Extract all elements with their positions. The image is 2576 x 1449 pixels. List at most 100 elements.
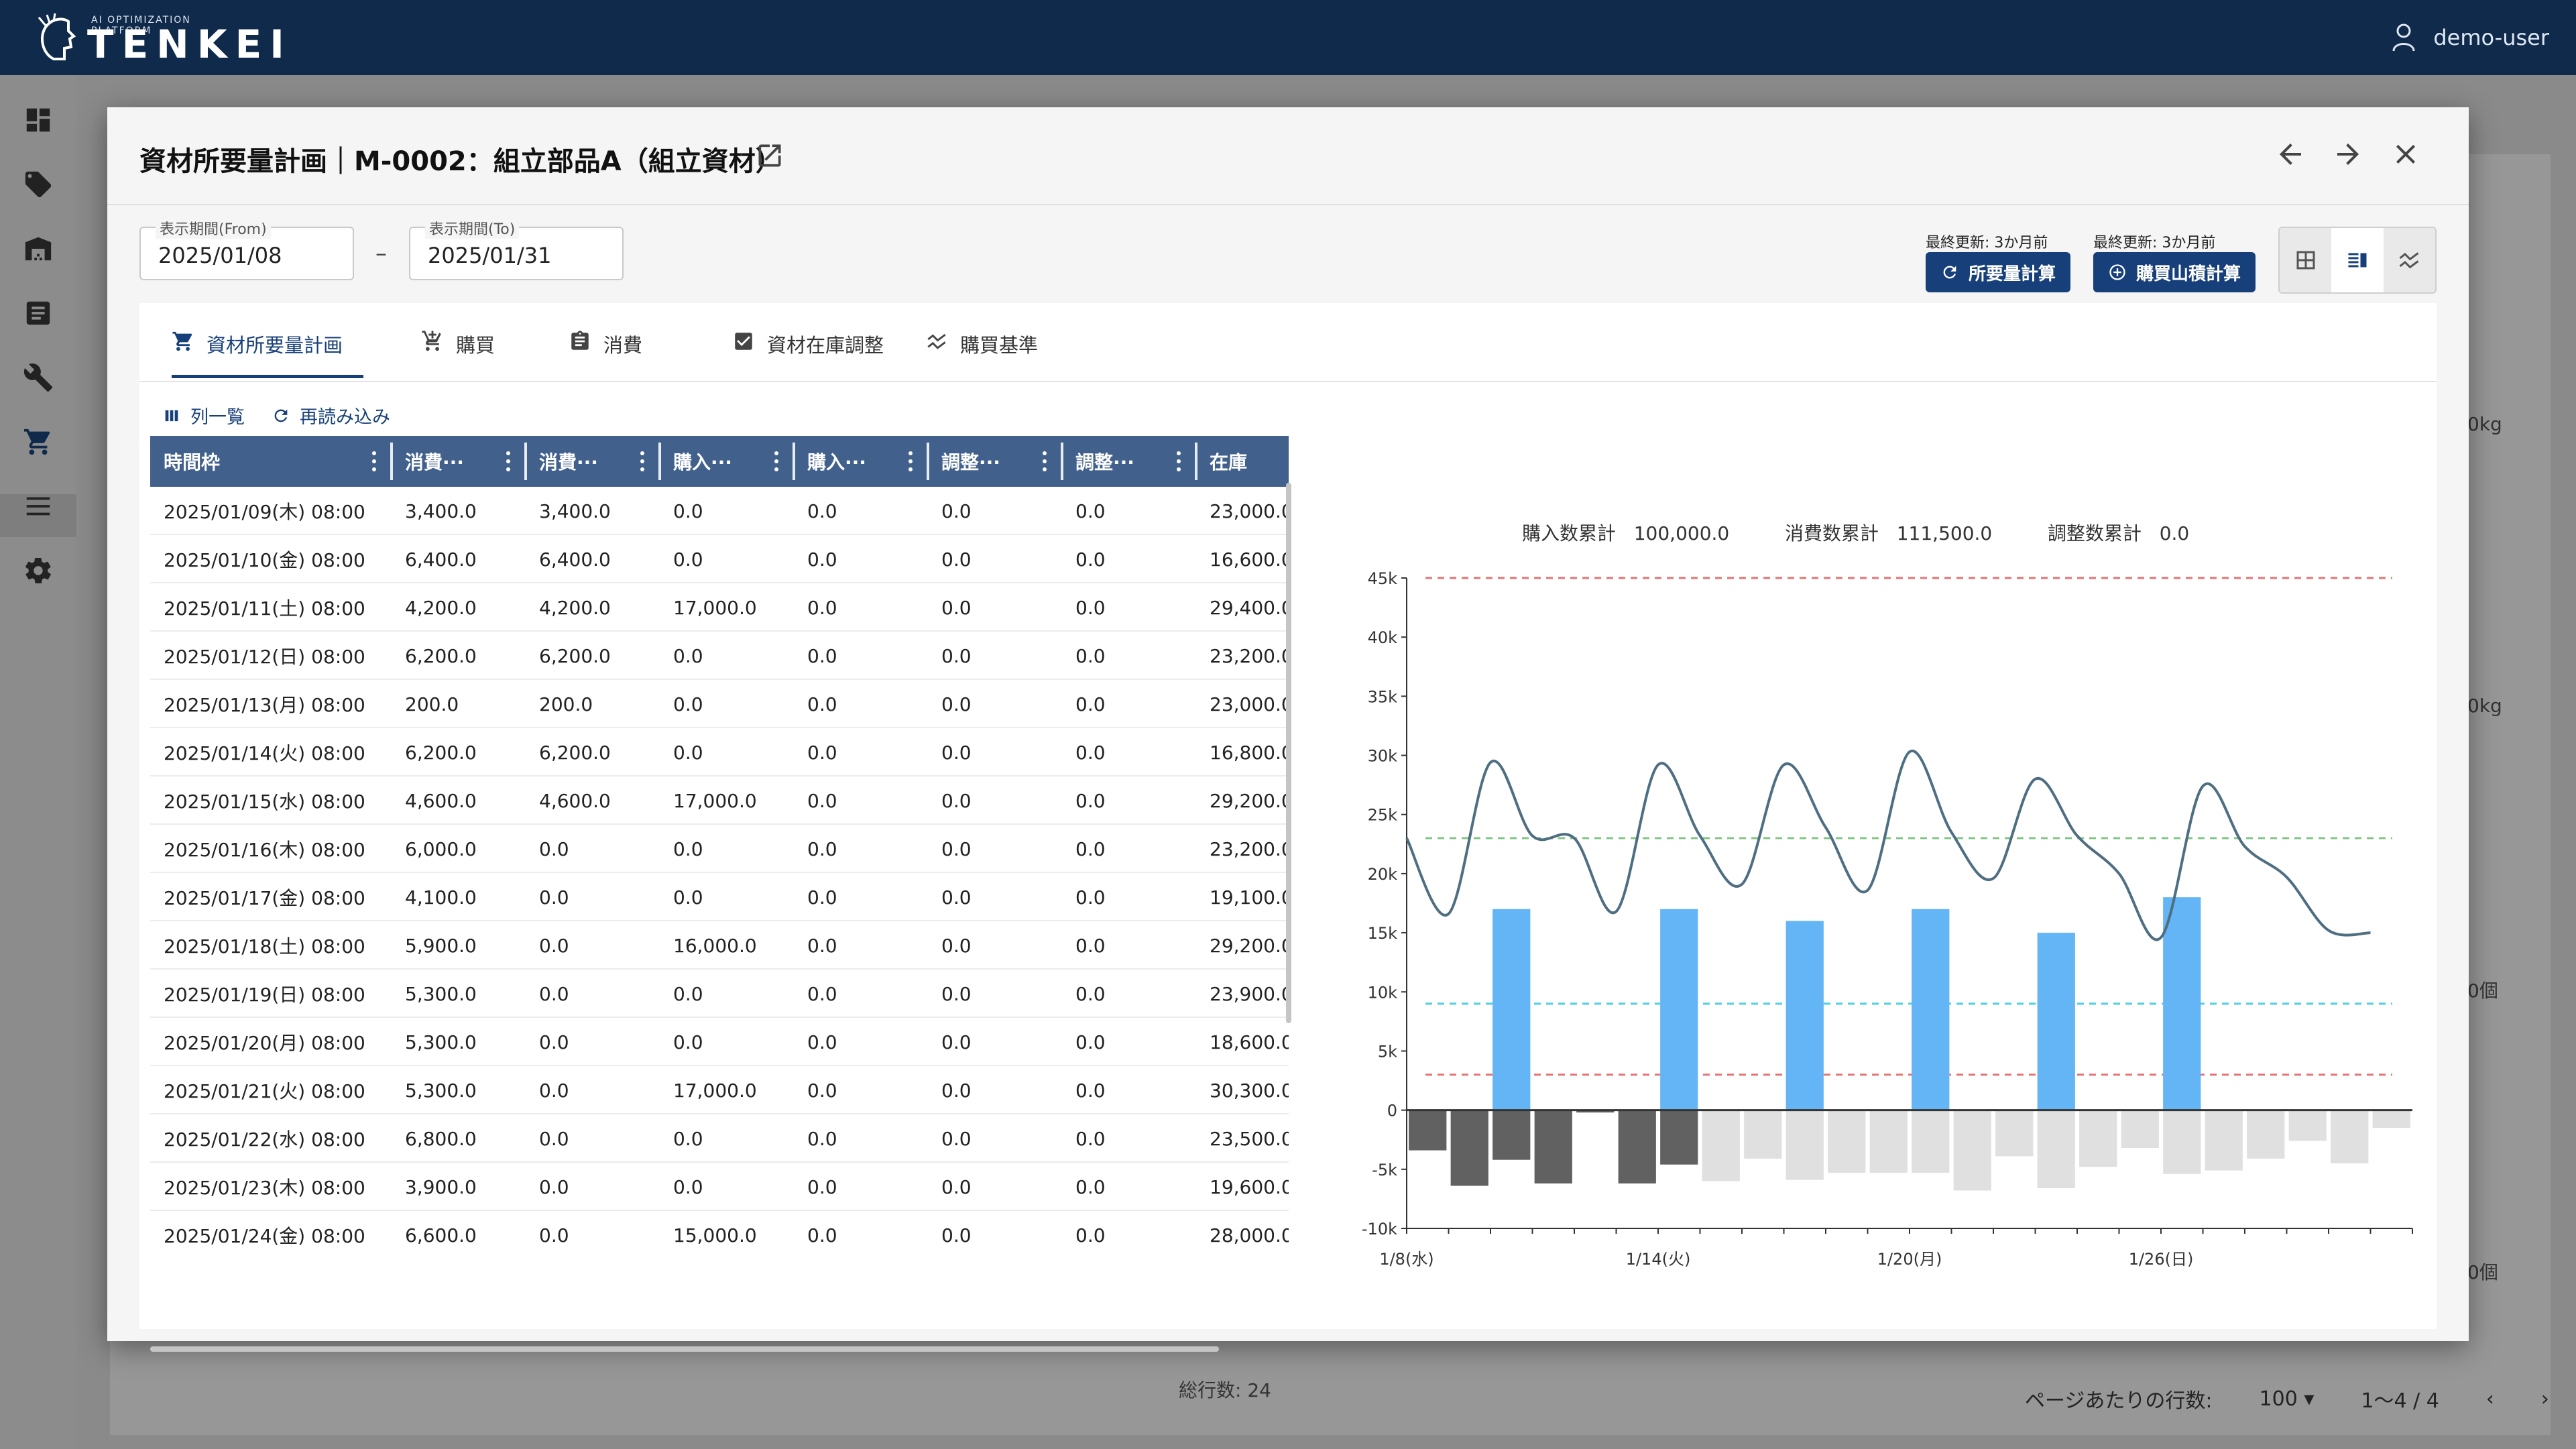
table-row[interactable]: 2025/01/23(木) 08:00 3,900.0 0.0 0.0 0.0 0.0 0.… bbox=[150, 1163, 1289, 1211]
tab-requirement-plan[interactable]: 資材所要量計画 bbox=[172, 330, 363, 378]
period-to-field[interactable]: 表示期間(To) 2025/01/31 bbox=[409, 217, 624, 280]
table-cell: 2025/01/23(木) 08:00 bbox=[164, 1177, 365, 1199]
tools-icon[interactable] bbox=[23, 362, 54, 393]
table-row[interactable]: 2025/01/14(火) 08:00 6,200.0 6,200.0 0.0 0.0 0… bbox=[150, 728, 1289, 776]
table-cell: 5,900.0 bbox=[405, 934, 477, 957]
column-resize-handle[interactable] bbox=[524, 443, 527, 480]
column-menu-icon[interactable] bbox=[640, 449, 645, 473]
column-menu-icon[interactable] bbox=[506, 449, 511, 473]
chart-bar bbox=[1785, 921, 1824, 1110]
column-menu-icon[interactable] bbox=[371, 449, 377, 473]
table-cell: 5,300.0 bbox=[405, 1079, 477, 1102]
column-resize-handle[interactable] bbox=[658, 443, 661, 480]
column-menu-icon[interactable] bbox=[1176, 449, 1181, 473]
reload-button[interactable]: 再読み込み bbox=[272, 402, 390, 428]
period-from-value: 2025/01/08 bbox=[158, 243, 282, 268]
table-cell: 2025/01/12(日) 08:00 bbox=[164, 646, 365, 668]
table-cell: 4,600.0 bbox=[539, 789, 611, 812]
open-external-icon[interactable] bbox=[755, 141, 784, 170]
table-row[interactable]: 2025/01/11(土) 08:00 4,200.0 4,200.0 17,000.… bbox=[150, 583, 1289, 632]
user-icon bbox=[2392, 23, 2415, 52]
chart-bar bbox=[1492, 1110, 1531, 1160]
view-table-button[interactable] bbox=[2280, 228, 2331, 292]
table-horizontal-scrollbar[interactable] bbox=[150, 1346, 1219, 1352]
table-cell: 6,400.0 bbox=[539, 548, 611, 571]
table-row[interactable]: 2025/01/20(月) 08:00 5,300.0 0.0 0.0 0.0 0.0 0.… bbox=[150, 1018, 1289, 1066]
table-cell: 0.0 bbox=[673, 693, 703, 715]
table-row[interactable]: 2025/01/13(月) 08:00 200.0 200.0 0.0 0.0 0.0 0.… bbox=[150, 680, 1289, 728]
column-header[interactable]: 時間枠 bbox=[164, 451, 221, 473]
table-row[interactable]: 2025/01/17(金) 08:00 4,100.0 0.0 0.0 0.0 0.0 0.… bbox=[150, 873, 1289, 921]
table-row[interactable]: 2025/01/19(日) 08:00 5,300.0 0.0 0.0 0.0 0.0 0.… bbox=[150, 970, 1289, 1018]
period-from-field[interactable]: 表示期間(From) 2025/01/08 bbox=[139, 217, 354, 280]
column-resize-handle[interactable] bbox=[927, 443, 929, 480]
y-tick-label: 40k bbox=[1368, 628, 1398, 647]
view-split-button[interactable] bbox=[2331, 228, 2384, 292]
column-resize-handle[interactable] bbox=[1061, 443, 1063, 480]
refresh-icon bbox=[274, 409, 288, 422]
column-resize-handle[interactable] bbox=[1195, 443, 1197, 480]
document-icon[interactable] bbox=[23, 298, 54, 329]
table-row[interactable]: 2025/01/16(木) 08:00 6,000.0 0.0 0.0 0.0 0.0 0.… bbox=[150, 825, 1289, 873]
table-row[interactable]: 2025/01/10(金) 08:00 6,400.0 6,400.0 0.0 0.0 0… bbox=[150, 535, 1289, 583]
table-cell: 0.0 bbox=[941, 1079, 972, 1102]
column-menu-icon[interactable] bbox=[1042, 449, 1047, 473]
column-header[interactable]: 購入··· bbox=[807, 451, 866, 473]
table-row[interactable]: 2025/01/21(火) 08:00 5,300.0 0.0 17,000.0 0.0… bbox=[150, 1066, 1289, 1114]
table-row[interactable]: 2025/01/15(水) 08:00 4,600.0 4,600.0 17,000.… bbox=[150, 776, 1289, 825]
table-vertical-scrollbar[interactable] bbox=[1286, 483, 1291, 1023]
column-header[interactable]: 在庫 bbox=[1210, 451, 1248, 473]
next-page-icon[interactable]: › bbox=[2540, 1387, 2549, 1411]
warehouse-icon[interactable] bbox=[23, 233, 54, 264]
tab-purchase[interactable]: 購買 bbox=[421, 330, 495, 378]
column-menu-icon[interactable] bbox=[774, 449, 779, 473]
bg-value: 0個 bbox=[2467, 980, 2498, 1002]
column-header[interactable]: 調整··· bbox=[1075, 451, 1134, 473]
inventory-line bbox=[1405, 749, 2371, 941]
close-icon[interactable] bbox=[2390, 138, 2422, 170]
columns-button[interactable]: 列一覧 bbox=[162, 402, 245, 428]
table-cell: 0.0 bbox=[539, 837, 569, 860]
prev-page-icon[interactable]: ‹ bbox=[2485, 1387, 2494, 1411]
y-tick-label: -5k bbox=[1372, 1161, 1397, 1179]
tag-icon[interactable] bbox=[23, 169, 54, 200]
x-tick-label: 1/8(水) bbox=[1379, 1250, 1433, 1269]
app-logo[interactable]: AI OPTIMIZATION PLATFORM TENKEI bbox=[34, 12, 284, 67]
y-tick-label: 10k bbox=[1368, 983, 1398, 1002]
purchase-stack-calc-button[interactable]: 購買山積計算 bbox=[2093, 252, 2256, 292]
requirement-calc-button[interactable]: 所要量計算 bbox=[1926, 252, 2071, 292]
column-resize-handle[interactable] bbox=[390, 443, 393, 480]
table-cell: 2025/01/13(月) 08:00 bbox=[164, 694, 365, 716]
user-menu[interactable]: demo-user bbox=[2392, 20, 2549, 55]
tab-consumption[interactable]: 消費 bbox=[569, 330, 642, 378]
table-cell: 2025/01/10(金) 08:00 bbox=[164, 549, 365, 571]
table-row[interactable]: 2025/01/22(水) 08:00 6,800.0 0.0 0.0 0.0 0.0 0.… bbox=[150, 1114, 1289, 1163]
table-cell: 0.0 bbox=[673, 741, 703, 764]
tab-stock-adjustment[interactable]: 資材在庫調整 bbox=[732, 330, 884, 378]
view-chart-button[interactable] bbox=[2384, 228, 2435, 292]
table-header: 時間枠 消費··· 消費··· 購入··· 購入··· 調整··· 調整··· 在庫 bbox=[150, 436, 1289, 487]
column-menu-icon[interactable] bbox=[908, 449, 913, 473]
arrow-left-icon[interactable] bbox=[2274, 138, 2306, 170]
table-cell: 0.0 bbox=[941, 1175, 972, 1198]
view-toggle bbox=[2278, 227, 2437, 294]
column-header[interactable]: 消費··· bbox=[405, 451, 464, 473]
requirement-table: 時間枠 消費··· 消費··· 購入··· 購入··· 調整··· 調整··· 在庫 2025… bbox=[150, 436, 1289, 1254]
arrow-right-icon[interactable] bbox=[2332, 138, 2364, 170]
column-header[interactable]: 調整··· bbox=[941, 451, 1000, 473]
table-row[interactable]: 2025/01/09(木) 08:00 3,400.0 3,400.0 0.0 0.0 0… bbox=[150, 487, 1289, 535]
table-row[interactable]: 2025/01/12(日) 08:00 6,200.0 6,200.0 0.0 0.0 0… bbox=[150, 632, 1289, 680]
tab-purchase-criteria[interactable]: 購買基準 bbox=[925, 330, 1038, 378]
table-row[interactable]: 2025/01/18(土) 08:00 5,900.0 0.0 16,000.0 0.0… bbox=[150, 921, 1289, 970]
list-icon[interactable] bbox=[23, 491, 54, 522]
chart-bar bbox=[1869, 1110, 1908, 1173]
logo-text: TENKEI bbox=[87, 21, 292, 67]
column-header[interactable]: 購入··· bbox=[673, 451, 732, 473]
column-resize-handle[interactable] bbox=[793, 443, 795, 480]
dashboard-icon[interactable] bbox=[23, 105, 54, 135]
column-header[interactable]: 消費··· bbox=[539, 451, 598, 473]
table-row[interactable]: 2025/01/24(金) 08:00 6,600.0 0.0 15,000.0 0.0… bbox=[150, 1211, 1289, 1254]
cart-icon[interactable] bbox=[23, 426, 54, 457]
gear-icon[interactable] bbox=[23, 555, 54, 586]
rows-per-page-select[interactable]: 100 ▾ bbox=[2259, 1387, 2315, 1411]
